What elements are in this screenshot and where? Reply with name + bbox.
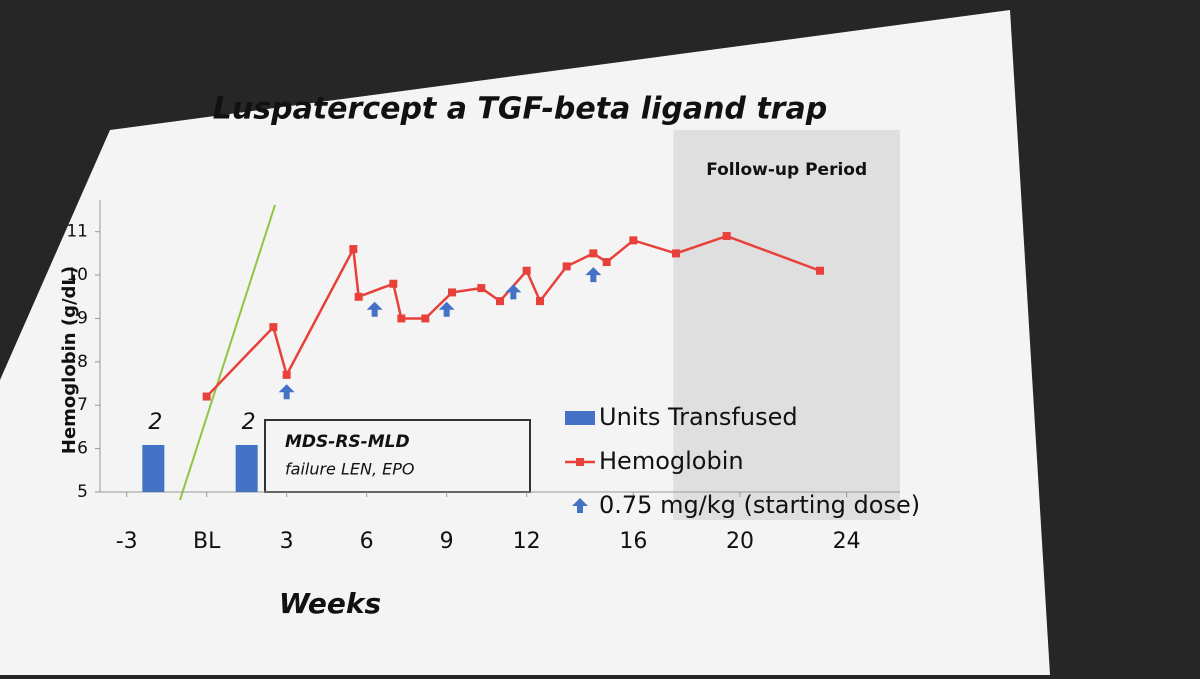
legend-label: Hemoglobin	[599, 447, 744, 475]
x-tick-label: BL	[193, 529, 221, 554]
trend-line	[179, 204, 276, 501]
bar	[142, 445, 165, 492]
dose-arrow	[585, 267, 602, 283]
legend-swatch	[576, 458, 584, 466]
hemoglobin-marker	[421, 314, 430, 323]
hemoglobin-marker	[477, 284, 486, 293]
hemoglobin-marker	[816, 266, 824, 275]
annotation-title: MDS-RS-MLD	[285, 432, 410, 452]
followup-label: Follow-up Period	[706, 160, 867, 180]
dose-arrow	[366, 301, 383, 317]
bar-label: 2	[242, 410, 256, 435]
legend-label: 0.75 mg/kg (starting dose)	[599, 491, 920, 519]
hemoglobin-marker	[269, 323, 278, 332]
hemoglobin-marker	[722, 232, 731, 241]
x-tick-label: 6	[360, 529, 374, 554]
hemoglobin-marker	[562, 262, 571, 271]
y-axis-label: Hemoglobin (g/dL)	[59, 266, 80, 454]
hemoglobin-marker	[202, 392, 211, 401]
x-tick-label: 9	[440, 529, 454, 554]
x-axis-label: Weeks	[279, 587, 381, 620]
hemoglobin-marker	[536, 297, 544, 306]
hemoglobin-line	[205, 234, 821, 398]
x-tick-label: 3	[280, 529, 294, 554]
y-tick-label: 9	[77, 308, 88, 328]
annotation-text: failure LEN, EPO	[285, 460, 415, 479]
dose-arrow	[505, 284, 522, 300]
bar-label: 2	[148, 410, 162, 435]
x-tick-label: -3	[116, 529, 138, 554]
y-tick-label: 7	[77, 395, 88, 415]
y-tick-label: 6	[77, 439, 88, 459]
x-tick-label: 20	[726, 529, 754, 554]
dose-arrow	[572, 498, 588, 513]
bar	[235, 445, 258, 492]
y-tick-label: 10	[66, 265, 88, 285]
hemoglobin-marker	[354, 292, 363, 301]
hemoglobin-marker	[282, 370, 291, 379]
legend-swatch	[565, 411, 595, 425]
hemoglobin-marker	[448, 288, 456, 297]
followup-region	[673, 130, 900, 520]
hemoglobin-marker	[629, 236, 638, 245]
hemoglobin-marker	[602, 258, 611, 267]
x-tick-label: 12	[513, 529, 541, 554]
y-tick-label: 8	[77, 352, 88, 372]
x-tick-label: 16	[619, 529, 647, 554]
hemoglobin-marker	[589, 249, 598, 258]
hemoglobin-marker	[389, 279, 398, 288]
y-tick-label: 5	[77, 482, 88, 502]
dose-arrow	[438, 301, 455, 317]
dose-arrow	[278, 384, 295, 400]
hemoglobin-marker	[522, 266, 531, 275]
hemoglobin-marker	[496, 297, 504, 306]
hemoglobin-marker	[672, 249, 680, 258]
hemoglobin-marker	[397, 314, 406, 323]
x-tick-label: 24	[833, 529, 861, 554]
y-tick-label: 11	[66, 222, 88, 242]
chart-title: Luspatercept a TGF-beta ligand trap	[213, 92, 827, 127]
hemoglobin-marker	[349, 245, 358, 254]
legend-label: Units Transfused	[599, 403, 798, 431]
